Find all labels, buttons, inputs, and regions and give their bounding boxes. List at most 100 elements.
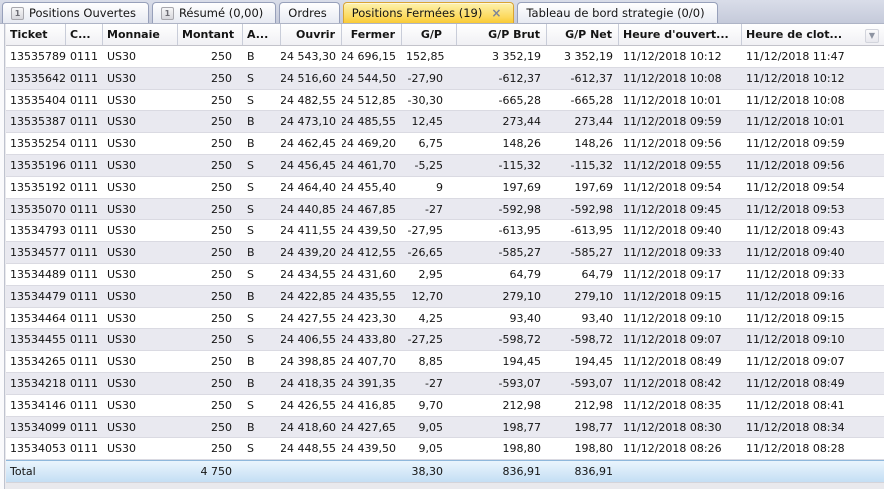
- table-row[interactable]: 13534793 0111 US30 250 S 24 411,55 24 43…: [6, 220, 884, 243]
- tab-resume[interactable]: 1 Résumé (0,00): [151, 2, 277, 23]
- price-value: 24 485,55: [342, 115, 396, 129]
- table-row[interactable]: 13534053 0111 US30 250 S 24 448,55 24 43…: [6, 438, 884, 461]
- tab-ordres[interactable]: Ordres: [279, 2, 340, 23]
- cell-compte: 0111: [70, 267, 98, 281]
- cell-prix-ouverture: 24 482,55: [281, 90, 342, 111]
- column-header-achat[interactable]: A...: [243, 24, 281, 45]
- cell-monnaie: US30: [107, 202, 137, 216]
- table-row[interactable]: 13534218 0111 US30 250 B 24 418,35 24 39…: [6, 372, 884, 395]
- column-header-ouvrir[interactable]: Ouvrir: [281, 24, 342, 45]
- cell-heure-ouverture: 11/12/2018 08:30: [623, 420, 722, 434]
- cell-gp: -27,90: [407, 71, 443, 85]
- cell-ticket: 13535642: [10, 71, 66, 85]
- price-value: 24 448,55: [281, 442, 336, 456]
- cell-ticket: 13534053: [10, 442, 66, 456]
- cell-prix-ouverture: 24 456,45: [281, 155, 342, 176]
- tab-positions-fermees[interactable]: Positions Fermées (19) ×: [342, 2, 515, 23]
- table-row[interactable]: 13535642 0111 US30 250 S 24 516,60 24 54…: [6, 67, 884, 90]
- price-value: 24 411,55: [281, 224, 336, 238]
- cell-montant: 250: [211, 115, 232, 129]
- cell-heure-ouverture: 11/12/2018 09:33: [623, 246, 722, 260]
- price-value: 24 543,30: [281, 50, 336, 63]
- price-value: 24 427,65: [342, 420, 396, 434]
- cell-prix-ouverture: 24 434,55: [281, 264, 342, 285]
- price-value: 24 696,15: [342, 50, 396, 63]
- table-row[interactable]: 13534464 0111 US30 250 S 24 427,55 24 42…: [6, 307, 884, 330]
- cell-montant: 250: [211, 355, 232, 369]
- cell-ticket: 13534464: [10, 311, 66, 325]
- cell-gp-net: 197,69: [574, 180, 614, 194]
- column-header-montant[interactable]: Montant: [178, 24, 243, 45]
- total-row: Total 4 750 38,30 836,91 836,91: [6, 460, 884, 483]
- cell-prix-fermeture: 24 455,40: [342, 177, 402, 198]
- column-header-heure-ouverture[interactable]: Heure d'ouvert...: [619, 24, 742, 45]
- cell-gp-net: 273,44: [574, 115, 614, 129]
- cell-gp-brut: 198,77: [502, 420, 542, 434]
- table-row[interactable]: 13534577 0111 US30 250 B 24 439,20 24 41…: [6, 242, 884, 264]
- cell-compte: 0111: [70, 311, 98, 325]
- cell-prix-fermeture: 24 469,20: [342, 133, 402, 154]
- table-row[interactable]: 13535192 0111 US30 250 S 24 464,40 24 45…: [6, 176, 884, 199]
- sort-desc-icon[interactable]: ▼: [864, 29, 879, 43]
- column-header-heure-cloture[interactable]: Heure de clot... ▼: [742, 24, 884, 45]
- bottom-strip: [6, 482, 884, 489]
- total-gp-net: 836,91: [574, 465, 614, 479]
- cell-prix-fermeture: 24 412,55: [342, 242, 402, 263]
- column-header-ticket[interactable]: Ticket: [6, 24, 66, 45]
- table-row[interactable]: 13535070 0111 US30 250 S 24 440,85 24 46…: [6, 198, 884, 221]
- cell-heure-ouverture: 11/12/2018 09:45: [623, 202, 722, 216]
- table-row[interactable]: 13534265 0111 US30 250 B 24 398,85 24 40…: [6, 351, 884, 373]
- total-spacer: [66, 461, 103, 482]
- cell-montant: 250: [211, 158, 232, 172]
- table-row[interactable]: 13534455 0111 US30 250 S 24 406,55 24 43…: [6, 329, 884, 352]
- cell-ticket: 13535404: [10, 93, 66, 107]
- cell-compte: 0111: [70, 158, 98, 172]
- close-icon[interactable]: ×: [491, 6, 502, 20]
- column-header-compte[interactable]: C...: [66, 24, 103, 45]
- cell-heure-ouverture: 11/12/2018 09:54: [623, 180, 722, 194]
- cell-ticket: 13534479: [10, 289, 66, 303]
- cell-gp: -27: [425, 202, 443, 216]
- cell-compte: 0111: [70, 420, 98, 434]
- cell-montant: 250: [211, 202, 232, 216]
- column-header-monnaie[interactable]: Monnaie: [103, 24, 178, 45]
- closed-positions-table: Ticket C... Monnaie Montant A... Ouvrir …: [6, 24, 884, 489]
- cell-ticket: 13535070: [10, 202, 66, 216]
- column-header-fermer[interactable]: Fermer: [342, 24, 402, 45]
- price-value: 24 461,70: [342, 158, 396, 172]
- table-row[interactable]: 13535387 0111 US30 250 B 24 473,10 24 48…: [6, 111, 884, 134]
- table-row[interactable]: 13535196 0111 US30 250 S 24 456,45 24 46…: [6, 154, 884, 177]
- cell-achat-vente: B: [247, 420, 255, 434]
- cell-gp-net: -115,32: [570, 158, 613, 172]
- cell-monnaie: US30: [107, 71, 137, 85]
- table-row[interactable]: 13534146 0111 US30 250 S 24 426,55 24 41…: [6, 394, 884, 417]
- cell-monnaie: US30: [107, 311, 137, 325]
- cell-heure-cloture: 11/12/2018 08:28: [746, 442, 845, 456]
- column-header-gp-brut[interactable]: G/P Brut: [457, 24, 547, 45]
- cell-montant: 250: [211, 376, 232, 390]
- cell-gp-net: -613,95: [570, 224, 613, 238]
- cell-prix-ouverture: 24 406,55: [281, 329, 342, 350]
- cell-compte: 0111: [70, 115, 98, 129]
- column-header-gp[interactable]: G/P: [402, 24, 457, 45]
- tab-count-badge-icon: 1: [11, 6, 24, 20]
- cell-heure-ouverture: 11/12/2018 10:08: [623, 71, 722, 85]
- table-row[interactable]: 13534479 0111 US30 250 B 24 422,85 24 43…: [6, 285, 884, 308]
- cell-monnaie: US30: [107, 246, 137, 260]
- cell-heure-ouverture: 11/12/2018 08:49: [623, 355, 722, 369]
- price-value: 24 473,10: [281, 115, 336, 129]
- table-row[interactable]: 13534489 0111 US30 250 S 24 434,55 24 43…: [6, 263, 884, 286]
- table-row[interactable]: 13535789 0111 US30 250 B 24 543,30 24 69…: [6, 46, 884, 68]
- price-value: 24 462,45: [281, 137, 336, 151]
- cell-ticket: 13534489: [10, 267, 66, 281]
- column-header-gp-net[interactable]: G/P Net: [547, 24, 619, 45]
- cell-prix-ouverture: 24 516,60: [281, 68, 342, 89]
- tab-tableau-de-bord-strategie[interactable]: Tableau de bord strategie (0/0): [517, 2, 718, 23]
- price-value: 24 427,55: [281, 311, 336, 325]
- cell-ticket: 13534793: [10, 224, 66, 238]
- table-row[interactable]: 13535404 0111 US30 250 S 24 482,55 24 51…: [6, 89, 884, 112]
- table-row[interactable]: 13535254 0111 US30 250 B 24 462,45 24 46…: [6, 133, 884, 155]
- table-row[interactable]: 13534099 0111 US30 250 B 24 418,60 24 42…: [6, 416, 884, 439]
- tab-positions-ouvertes[interactable]: 1 Positions Ouvertes: [2, 2, 149, 23]
- cell-gp: -5,25: [414, 158, 443, 172]
